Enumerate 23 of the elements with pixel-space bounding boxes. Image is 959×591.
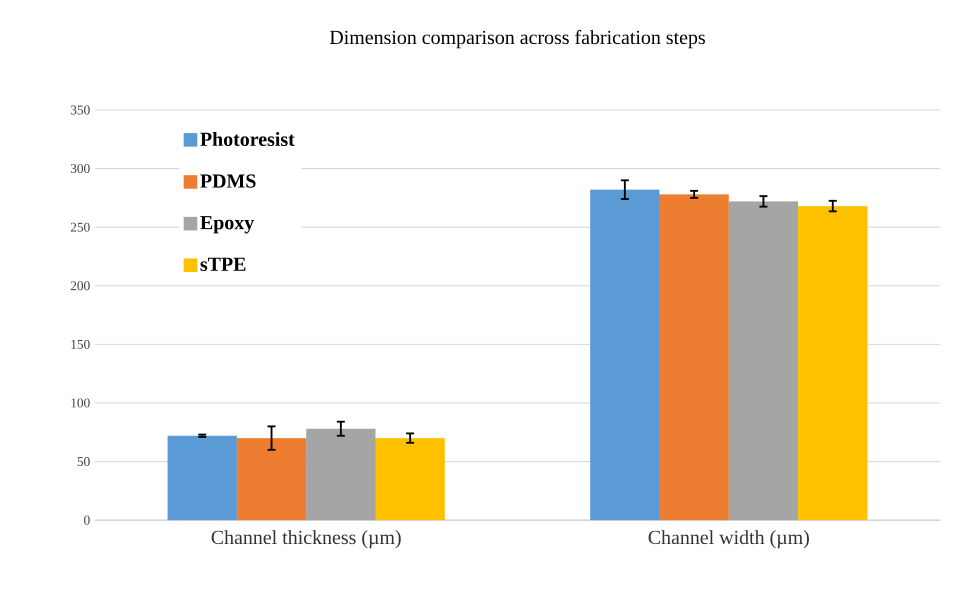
bar (659, 194, 729, 520)
y-tick-label: 100 (71, 398, 90, 408)
bar (798, 206, 868, 520)
bar (168, 436, 237, 520)
legend-label: Epoxy (200, 216, 254, 234)
bar (236, 438, 306, 520)
legend-label: PDMS (200, 174, 256, 188)
y-tick-label: 150 (71, 340, 90, 349)
legend-label: Photoresist (200, 132, 295, 146)
chart-title: Dimension comparison across fabrication steps (330, 30, 705, 48)
bar (728, 201, 798, 520)
y-tick-label: 50 (78, 456, 90, 466)
bar (590, 190, 660, 520)
y-tick-label: 0 (84, 516, 90, 525)
y-tick-label: 350 (70, 105, 90, 114)
y-tick-label: 200 (70, 281, 90, 290)
x-tick-label: Channel width (µm) (648, 530, 809, 548)
bar (306, 428, 376, 520)
legend-label: sTPE (200, 258, 246, 271)
bar (375, 438, 445, 520)
x-tick-label: Channel thickness (µm) (212, 530, 401, 548)
y-tick-label: 250 (70, 222, 90, 232)
y-tick-label: 300 (70, 164, 90, 173)
